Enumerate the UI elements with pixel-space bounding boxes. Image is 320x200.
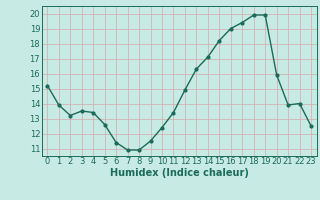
X-axis label: Humidex (Indice chaleur): Humidex (Indice chaleur) (110, 168, 249, 178)
